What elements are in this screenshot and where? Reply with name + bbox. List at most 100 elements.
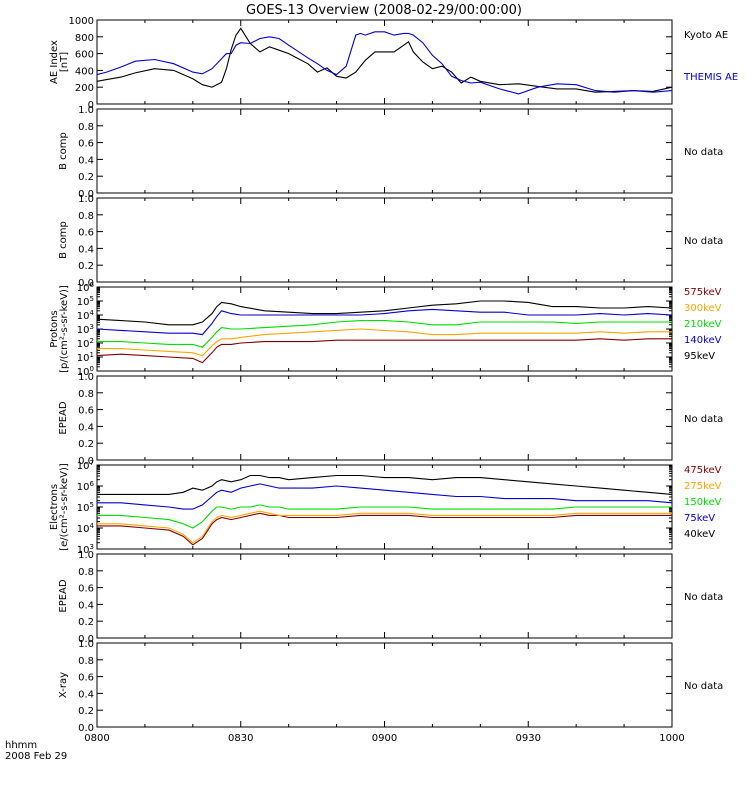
y-tick-label: 100 [77, 365, 94, 378]
legend-label: 575keV [684, 287, 722, 298]
y-tick-label: 0.2 [78, 617, 94, 628]
y-tick-label: 0.8 [78, 567, 94, 578]
y-axis-label: B comp [58, 132, 69, 170]
series-line-140kev [97, 308, 672, 336]
series-line-210kev [97, 320, 672, 348]
y-axis-label: EPEAD [58, 579, 69, 613]
legend-label: 300keV [684, 303, 722, 314]
series-line-275kev [97, 510, 672, 544]
y-tick-label: 0.4 [78, 600, 94, 611]
x-tick-label: 0930 [516, 733, 541, 744]
no-data-label: No data [684, 236, 723, 247]
y-tick-label: 0.6 [78, 406, 94, 417]
panel-frame [96, 197, 673, 283]
panel-frame [96, 19, 673, 105]
y-tick-label: 103 [77, 543, 94, 556]
y-tick-label: 0 [88, 100, 94, 111]
y-tick-label: 0.2 [78, 439, 94, 450]
series-line-themis-ae [97, 31, 672, 95]
series-line-300kev [97, 328, 672, 357]
y-tick-label: 0.8 [78, 122, 94, 133]
legend-label: 40keV [684, 529, 715, 540]
panel-frame [96, 375, 673, 461]
y-tick-label: 0.2 [78, 261, 94, 272]
y-axis-label: Electrons [49, 484, 60, 530]
footer-line2: 2008 Feb 29 [5, 751, 67, 762]
series-line-kyoto-ae [97, 27, 672, 93]
panel-3: 0.0 0.2 0.4 0.6 0.8 1.0 B comp No data [58, 194, 723, 289]
y-axis-label: [p/(cm²-s-sr-keV)] [59, 285, 70, 373]
series-line-575kev [97, 338, 672, 364]
y-tick-label: 0.0 [78, 456, 94, 467]
y-tick-label: 0.0 [78, 278, 94, 289]
legend-label: 95keV [684, 351, 715, 362]
series-line-40kev [97, 474, 672, 495]
y-tick-label: 0.6 [78, 228, 94, 239]
legend-label: 475keV [684, 465, 722, 476]
y-tick-label: 0.8 [78, 656, 94, 667]
series-line-475kev [97, 512, 672, 546]
footer-line1: hhmm [5, 740, 37, 751]
y-tick-label: 0.6 [78, 584, 94, 595]
panel-frame [96, 108, 673, 194]
legend-label: 210keV [684, 319, 722, 330]
plot-title: GOES-13 Overview (2008-02-29/00:00:00) [246, 3, 522, 18]
y-axis-label: [nT] [59, 52, 70, 72]
legend-label: 140keV [684, 335, 722, 346]
x-tick-label: 0900 [372, 733, 397, 744]
y-tick-label: 0.2 [78, 706, 94, 717]
y-tick-label: 1.0 [78, 194, 94, 205]
panel-frame [96, 642, 673, 728]
y-tick-label: 0.0 [78, 189, 94, 200]
no-data-label: No data [684, 147, 723, 158]
y-tick-label: 200 [75, 83, 94, 94]
legend-label: 150keV [684, 497, 722, 508]
y-tick-label: 1.0 [78, 105, 94, 116]
x-tick-label: 1000 [659, 733, 684, 744]
x-tick-label: 0800 [84, 733, 109, 744]
y-tick-label: 105 [77, 501, 94, 514]
y-tick-label: 105 [77, 295, 94, 308]
y-tick-label: 106 [77, 480, 95, 493]
y-tick-label: 0.8 [78, 389, 94, 400]
no-data-label: No data [684, 414, 723, 425]
panel-5: 0.0 0.2 0.4 0.6 0.8 1.0 EPEAD No data [58, 372, 723, 467]
legend-label: Kyoto AE [684, 30, 728, 41]
series-line-75kev [97, 483, 672, 510]
y-tick-label: 0.0 [78, 723, 94, 734]
panel-1: 0 200 400 600 800 1000 AE Index [nT] Kyoto AE THE… [49, 16, 738, 111]
y-tick-label: 0.8 [78, 211, 94, 222]
series-line-150kev [97, 504, 672, 529]
y-tick-label: 1.0 [78, 639, 94, 650]
panel-7: 0.0 0.2 0.4 0.6 0.8 1.0 EPEAD No data [58, 550, 723, 645]
panel-frame [96, 553, 673, 639]
panel-frame [96, 286, 673, 372]
y-axis-label: AE Index [49, 40, 60, 84]
legend-label: 75keV [684, 513, 715, 524]
y-tick-label: 1.0 [78, 372, 94, 383]
y-tick-label: 0.6 [78, 673, 94, 684]
y-axis-label: Protons [49, 310, 60, 347]
y-tick-label: 104 [77, 522, 95, 535]
panel-8: 0.0 0.2 0.4 0.6 0.8 1.0 X-ray No data 0800 0830 09… [58, 639, 723, 744]
y-tick-label: 107 [77, 459, 94, 472]
y-tick-label: 0.4 [78, 422, 94, 433]
y-axis-label: EPEAD [58, 401, 69, 435]
y-tick-label: 600 [75, 50, 94, 61]
y-tick-label: 0.6 [78, 139, 94, 150]
y-tick-label: 400 [75, 66, 94, 77]
y-tick-label: 0.2 [78, 172, 94, 183]
y-tick-label: 101 [77, 351, 94, 364]
y-axis-label: [e/(cm²-s-sr-keV)] [59, 463, 70, 551]
panel-6: 103 104 105 106 107 Electrons [e/(cm²-s-sr-keV… [49, 459, 722, 556]
y-tick-label: 1.0 [78, 550, 94, 561]
y-tick-label: 106 [77, 281, 95, 294]
y-tick-label: 0.4 [78, 244, 94, 255]
panel-2: 0.0 0.2 0.4 0.6 0.8 1.0 B comp No data [58, 105, 723, 200]
y-tick-label: 103 [77, 323, 94, 336]
y-tick-label: 104 [77, 309, 95, 322]
y-tick-label: 0.4 [78, 689, 94, 700]
